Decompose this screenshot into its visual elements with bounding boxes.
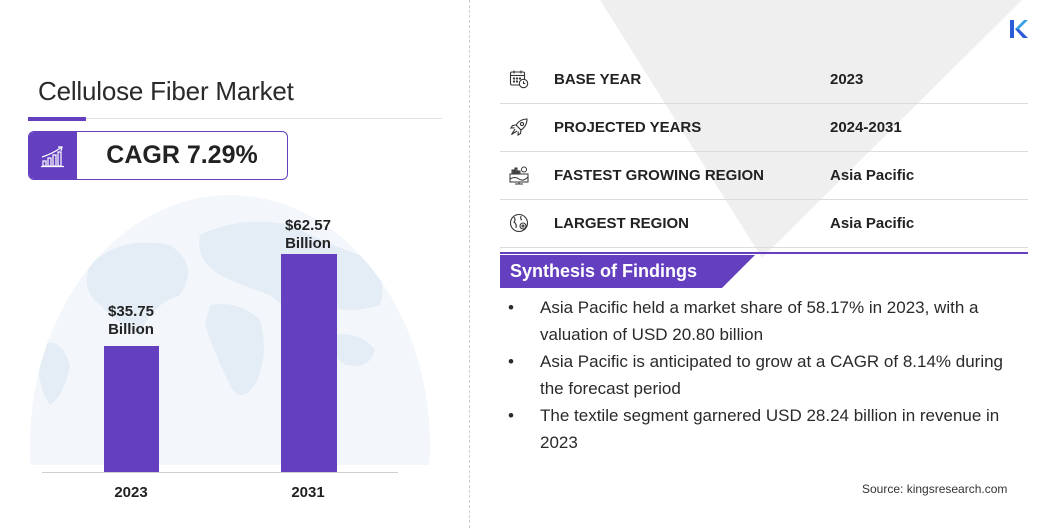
info-value: 2024-2031 [830,119,902,136]
finding-item: • Asia Pacific held a market share of 58… [508,294,1028,348]
info-label: BASE YEAR [554,71,642,88]
globe-icon [509,213,529,233]
finding-text: The textile segment garnered USD 28.24 b… [540,406,1000,452]
bar-2023 [104,346,159,473]
finding-text: Asia Pacific is anticipated to grow at a… [540,352,1004,398]
title-underline [28,118,442,119]
info-label: PROJECTED YEARS [554,119,702,136]
synthesis-header: Synthesis of Findings [500,255,755,288]
info-row-projected-years: PROJECTED YEARS 2024-2031 [500,104,1028,152]
bar-value-amount: $35.75 [108,303,154,320]
page-title: Cellulose Fiber Market [38,76,294,106]
info-label: LARGEST REGION [554,215,690,232]
bullet: • [508,352,514,371]
synthesis-title: Synthesis of Findings [510,261,698,281]
info-value: Asia Pacific [830,215,915,232]
info-value: 2023 [830,71,864,88]
bar-value-label-2031: $62.57 Billion [258,217,358,253]
bar-2031 [281,254,337,473]
synthesis-header-banner [500,255,755,288]
region-growth-icon [509,166,529,185]
x-tick-2023: 2023 [114,484,148,501]
bar-value-amount: $62.57 [285,217,331,234]
finding-item: • The textile segment garnered USD 28.24… [508,402,1028,456]
rocket-icon [509,118,528,137]
kings-research-logo-icon [1010,20,1028,38]
info-row-base-year: BASE YEAR 2023 [500,56,1028,104]
synthesis-rule [500,252,1028,254]
cagr-value: CAGR 7.29% [106,141,258,169]
info-row-fastest-growing-region: FASTEST GROWING REGION Asia Pacific [500,152,1028,200]
bar-value-label-2023: $35.75 Billion [81,303,181,339]
info-value: Asia Pacific [830,167,915,184]
x-tick-2031: 2031 [291,484,325,501]
bullet: • [508,298,514,317]
bar-value-unit: Billion [108,321,154,338]
panel-divider [469,0,470,528]
source-credit: Source: kingsresearch.com [862,482,1008,496]
findings-list: • Asia Pacific held a market share of 58… [508,294,1028,456]
info-label: FASTEST GROWING REGION [554,167,765,184]
finding-item: • Asia Pacific is anticipated to grow at… [508,348,1028,402]
bar-value-unit: Billion [285,235,331,252]
cagr-badge: CAGR 7.29% [28,131,288,180]
finding-text: Asia Pacific held a market share of 58.1… [540,298,979,344]
growth-chart-icon [29,132,77,179]
calendar-clock-icon [509,70,529,89]
bullet: • [508,406,514,425]
title-accent-bar [28,117,86,121]
x-axis-line [42,472,398,473]
info-row-largest-region: LARGEST REGION Asia Pacific [500,200,1028,248]
